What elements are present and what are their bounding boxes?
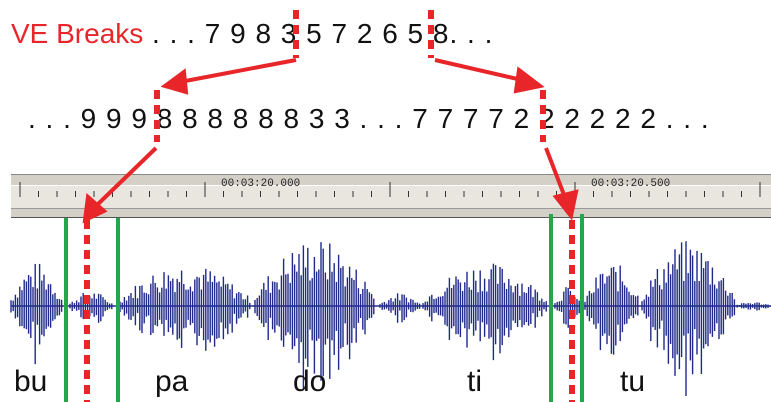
syllable-ti: ti (467, 365, 482, 398)
syllable-pa: pa (155, 365, 189, 398)
syllable-tu: tu (620, 365, 646, 398)
waveform-panel[interactable] (11, 218, 771, 402)
timeline-track: 00:03:20.000 00:03:20.500 (11, 178, 771, 209)
top-sequence: . . . 7 9 8 3 5 7 2 6 5 8. . . (143, 18, 494, 49)
syllable-do: do (293, 365, 327, 398)
frame-sequence: . . . 9 9 9 8 8 8 8 8 8 3 3 . . . 7 7 7 … (28, 103, 710, 134)
timecode-2: 00:03:20.500 (591, 178, 671, 190)
syllable-bu: bu (14, 365, 48, 398)
timeline-ruler[interactable]: 00:03:20.000 00:03:20.500 (11, 174, 771, 218)
timecode-1: 00:03:20.000 (221, 178, 301, 190)
ve-breaks-row: VE Breaks . . . 7 9 8 3 5 7 2 6 5 8. . . (11, 12, 493, 56)
arrow (434, 58, 523, 82)
arrow (179, 58, 297, 84)
ve-breaks-label: VE Breaks (11, 18, 144, 49)
